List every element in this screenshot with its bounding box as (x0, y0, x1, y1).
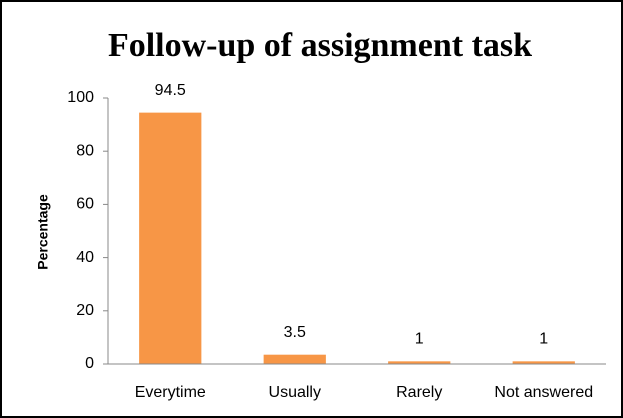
data-label: 94.5 (155, 82, 186, 99)
x-tick-label: Not answered (494, 384, 593, 401)
bar (139, 112, 202, 364)
y-tick-label: 80 (76, 142, 94, 159)
y-axis-label: Percentage (35, 194, 51, 270)
data-label: 1 (539, 331, 548, 348)
x-tick-label: Usually (269, 384, 321, 401)
y-tick-label: 0 (85, 355, 94, 372)
chart-title: Follow-up of assignment task (108, 27, 532, 64)
x-tick-label: Rarely (396, 384, 442, 401)
x-tick-label: Everytime (135, 384, 206, 401)
y-tick-label: 60 (76, 196, 94, 213)
y-tick-label: 100 (67, 89, 94, 106)
data-label: 3.5 (284, 324, 306, 341)
y-tick-label: 40 (76, 249, 94, 266)
bar (512, 361, 575, 364)
y-tick-label: 20 (76, 302, 94, 319)
bar (388, 361, 451, 364)
bar (263, 354, 326, 364)
data-label: 1 (415, 331, 424, 348)
